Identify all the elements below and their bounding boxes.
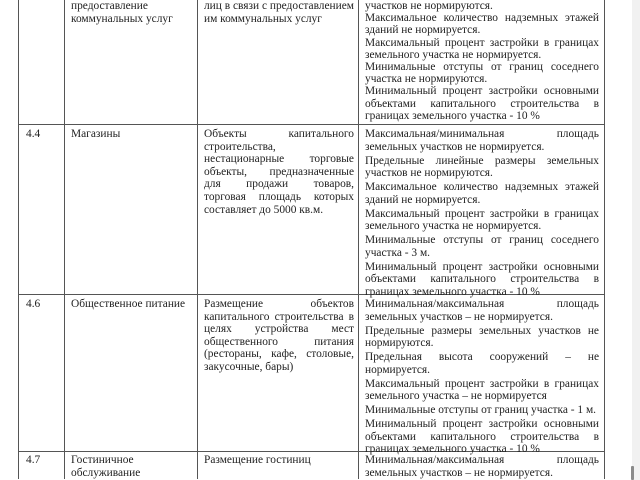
- description-line: капитального строительства в: [204, 310, 354, 323]
- description-line: Размещение гостиниц: [204, 454, 311, 466]
- column-divider: [64, 124, 65, 294]
- row-code: 4.7: [26, 454, 41, 466]
- parameter: Минимальная/максимальная площадь земельн…: [365, 454, 599, 479]
- description-line: торговая площадь которых: [204, 190, 354, 203]
- scrollbar-thumb[interactable]: [631, 466, 634, 480]
- description-line: объекты, предназначенные: [204, 165, 354, 178]
- description-line: (рестораны, кафе, столовые,: [204, 348, 354, 361]
- row-description: Объекты капитального строительства, нест…: [204, 128, 354, 216]
- row-parameters: участков не нормируются. Максимальное ко…: [365, 0, 599, 122]
- row-name: Гостиничное обслуживание: [71, 454, 141, 479]
- column-divider: [358, 124, 359, 294]
- parameter: Максимальный процент застройки в граница…: [365, 36, 599, 61]
- parameter: Максимальное количество надземных этажей…: [365, 181, 599, 206]
- description-line: Объекты капитального: [204, 128, 354, 140]
- column-divider: [197, 0, 198, 124]
- row-name: Общественное питание: [71, 298, 186, 310]
- description-line: нестационарные торговые: [204, 153, 354, 166]
- parameter: Предельные линейные размеры земельных уч…: [365, 154, 599, 180]
- parameter: Минимальная/максимальная площадь земельн…: [365, 298, 599, 323]
- parameter: Минимальные отступы от границ участка - …: [365, 404, 597, 417]
- row-description: Размещение гостиниц: [204, 454, 354, 467]
- row-name: предоставление коммунальных услуг: [71, 0, 173, 25]
- row-code: 4.6: [26, 298, 41, 310]
- parameter: Минимальный процент застройки основными …: [365, 418, 599, 456]
- row-description: лиц в связи с предоставлением им коммуна…: [204, 0, 354, 25]
- row-code: 4.4: [26, 128, 41, 140]
- parameter: Максимальный процент застройки в граница…: [365, 207, 599, 233]
- table-row: 4.4 Магазины Объекты капитального строит…: [18, 124, 605, 298]
- description-line: им коммунальных услуг: [204, 12, 322, 25]
- parameter: Минимальный процент застройки основными …: [365, 85, 599, 122]
- column-divider: [64, 295, 65, 451]
- column-divider: [358, 0, 359, 124]
- parameter: Максимальный процент застройки в граница…: [365, 377, 599, 403]
- row-description: Размещение объектов капитального строите…: [204, 298, 354, 374]
- parameter: Предельная высота сооружений – не нормир…: [365, 351, 599, 376]
- description-line: закусочные, бары): [204, 360, 294, 373]
- description-line: Размещение объектов: [204, 298, 354, 310]
- table-row: предоставление коммунальных услуг лиц в …: [18, 0, 605, 125]
- table-row: 4.6 Общественное питание Размещение объе…: [18, 295, 605, 455]
- row-parameters: Максимальная/минимальная площадь земельн…: [365, 128, 599, 300]
- row-parameters: Минимальная/максимальная площадь земельн…: [365, 298, 599, 457]
- description-line: общественного питания: [204, 335, 354, 348]
- scrollbar-track[interactable]: [632, 0, 640, 480]
- column-divider: [64, 452, 65, 479]
- column-divider: [197, 452, 198, 479]
- parameter: участков не нормируются.: [365, 0, 493, 12]
- column-divider: [358, 452, 359, 479]
- table-row: 4.7 Гостиничное обслуживание Размещение …: [18, 452, 605, 479]
- parameter: Минимальный процент застройки основными …: [365, 260, 599, 299]
- row-name: Магазины: [71, 128, 121, 140]
- row-parameters: Минимальная/максимальная площадь земельн…: [365, 454, 599, 479]
- column-divider: [197, 124, 198, 294]
- parameter: Предельные размеры земельных участков не…: [365, 324, 599, 350]
- parameter: Минимальные отступы от границ соседнего …: [365, 234, 599, 259]
- parameter: Максимальное количество надземных этажей…: [365, 12, 599, 37]
- description-line: строительства,: [204, 140, 276, 153]
- parameter: Максимальная/минимальная площадь земельн…: [365, 128, 599, 153]
- description-line: целях устройства мест: [204, 323, 354, 336]
- column-divider: [358, 295, 359, 451]
- parameter: Минимальные отступы от границ соседнего …: [365, 61, 599, 86]
- column-divider: [197, 295, 198, 451]
- description-line: составляет до 5000 кв.м.: [204, 203, 324, 216]
- column-divider: [64, 0, 65, 124]
- description-line: лиц в связи с предоставлением: [204, 0, 354, 12]
- description-line: для продажи товаров,: [204, 178, 354, 191]
